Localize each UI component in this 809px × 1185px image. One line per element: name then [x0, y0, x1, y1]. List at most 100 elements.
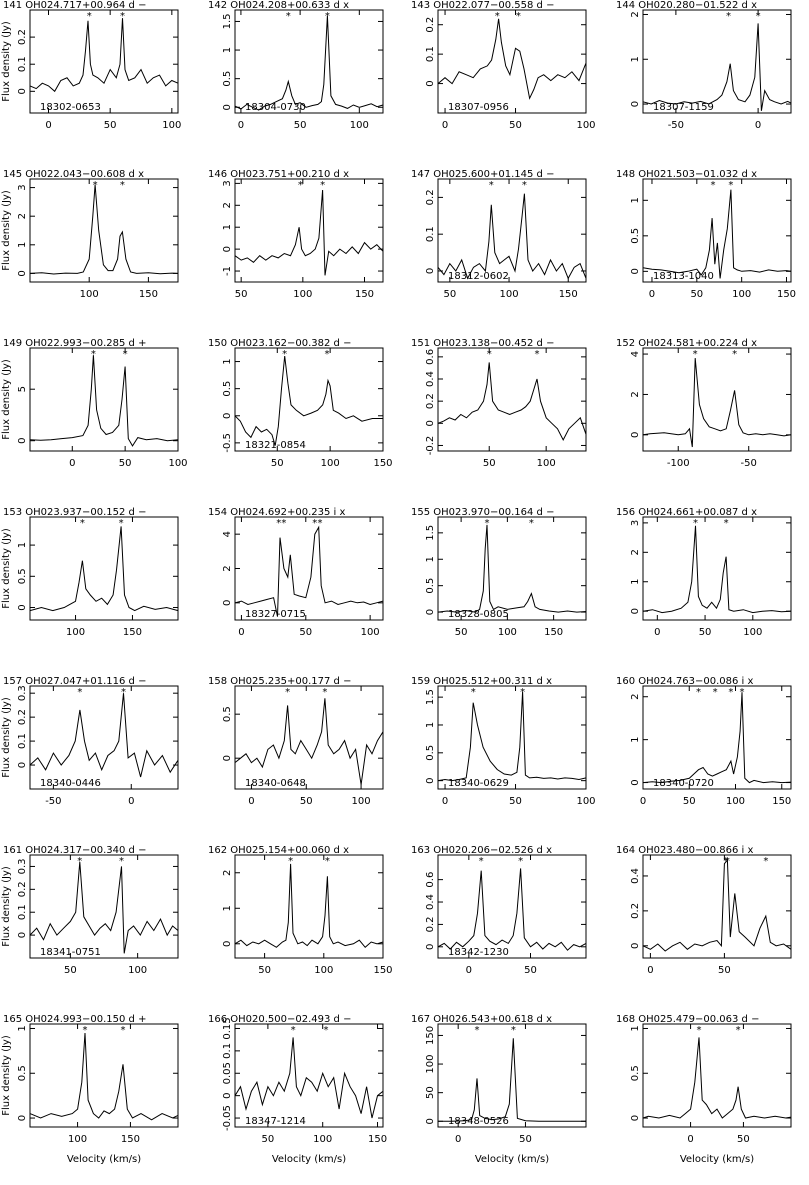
x-tick-label: 100 [498, 627, 517, 638]
x-tick-label: 0 [687, 1134, 693, 1145]
x-tick-label: 50 [104, 120, 117, 131]
x-tick-label: 100 [314, 965, 333, 976]
y-tick-label: 0 [222, 246, 233, 252]
x-tick-label: 100 [80, 289, 99, 300]
plot-frame [234, 347, 384, 452]
y-tick-label: 1 [630, 56, 641, 62]
peak-marker: * [495, 11, 500, 22]
y-tick-label: 0 [425, 268, 436, 274]
y-tick-label: 2 [630, 391, 641, 397]
panel-title: 163 OH020.206−02.526 d x [411, 845, 552, 856]
x-axis-label: Velocity (km/s) [272, 1154, 346, 1165]
x-tick-label: 50 [509, 120, 522, 131]
x-tick-label: 0 [442, 796, 448, 807]
peak-marker: * [487, 349, 492, 360]
panel-title: 157 OH027.047+01.116 d − [3, 676, 146, 687]
y-axis-label: Flux density (Jy) [1, 1035, 12, 1116]
plot-frame [234, 9, 384, 114]
peak-marker: * [728, 180, 733, 191]
panel-title: 144 OH020.280−01.522 d x [616, 0, 757, 11]
spectrum [437, 193, 587, 280]
source-name: 18307-0956 [448, 102, 509, 113]
plot-frame [29, 9, 179, 114]
x-tick-label: 150 [772, 796, 791, 807]
plot-frame [437, 178, 587, 283]
x-tick-label: 50 [443, 289, 456, 300]
plot-frame [29, 1023, 179, 1128]
y-tick-label: 0.1 [425, 226, 436, 242]
panel-title: 161 OH024.317−00.340 d − [3, 845, 146, 856]
x-tick-label: 50 [294, 120, 307, 131]
x-tick-label: 100 [168, 458, 187, 469]
y-tick-label: 0.2 [425, 393, 436, 409]
x-tick-label: 100 [162, 120, 181, 131]
peak-marker: * [511, 1025, 516, 1036]
x-tick-label: 50 [524, 965, 537, 976]
y-tick-label: 0 [17, 88, 28, 94]
peak-marker: * [119, 856, 124, 867]
peak-marker: * [520, 687, 525, 698]
spectrum [234, 15, 384, 111]
x-tick-label: 50 [483, 458, 496, 469]
peak-marker: * [710, 180, 715, 191]
panel-title: 162 OH025.154+00.060 d x [208, 845, 349, 856]
y-tick-label: 0.5 [630, 228, 641, 244]
y-tick-label: 1 [17, 242, 28, 248]
y-tick-label: -0.2 [425, 436, 436, 456]
x-tick-label: 50 [737, 1134, 750, 1145]
peak-marker: * [479, 856, 484, 867]
plot-frame [29, 178, 179, 283]
y-tick-label: 1.5 [425, 525, 436, 541]
x-tick-label: 0 [45, 120, 51, 131]
y-tick-label: 0.1 [17, 904, 28, 920]
peak-marker: * [123, 349, 128, 360]
peak-marker: * [120, 180, 125, 191]
panel-title: 146 OH023.751+00.210 d x [208, 169, 349, 180]
peak-marker: * [324, 349, 329, 360]
y-tick-label: 0.2 [17, 881, 28, 897]
plot-frame [29, 685, 179, 790]
spectrum [234, 698, 384, 785]
source-name: 18340-0720 [653, 778, 714, 789]
peak-marker: * [471, 687, 476, 698]
peak-marker: * [312, 518, 317, 529]
peak-marker: * [298, 180, 303, 191]
y-tick-label: 0 [630, 608, 641, 614]
x-tick-label: 50 [262, 1134, 275, 1145]
x-tick-label: 50 [299, 627, 312, 638]
y-tick-label: 0.2 [17, 709, 28, 725]
y-tick-label: 0.5 [222, 71, 233, 87]
x-tick-label: 150 [373, 458, 392, 469]
peak-marker: * [91, 349, 96, 360]
peak-marker: * [77, 687, 82, 698]
panel-title: 148 OH021.503−01.032 d x [616, 169, 757, 180]
y-tick-label: 0 [17, 438, 28, 444]
x-tick-label: 100 [313, 1134, 332, 1145]
y-tick-label: 0.5 [17, 568, 28, 584]
x-tick-label: 50 [455, 627, 468, 638]
x-tick-label: 100 [293, 289, 312, 300]
y-tick-label: 0.6 [425, 872, 436, 888]
panel-title: 164 OH023.480−00.866 i x [616, 845, 754, 856]
y-axis-label: Flux density (Jy) [1, 866, 12, 947]
peak-marker: * [535, 349, 540, 360]
spectrum [642, 1037, 792, 1119]
x-axis-label: Velocity (km/s) [680, 1154, 754, 1165]
y-tick-label: 2 [630, 549, 641, 555]
y-tick-label: 0 [425, 944, 436, 950]
y-tick-label: 2 [222, 202, 233, 208]
y-tick-label: -0.5 [222, 433, 233, 453]
y-tick-label: 1 [630, 197, 641, 203]
y-tick-label: 0 [425, 1118, 436, 1124]
peak-marker: * [77, 856, 82, 867]
y-tick-label: 1 [17, 1025, 28, 1031]
y-tick-label: 0 [630, 1115, 641, 1121]
panel-title: 152 OH024.581+00.224 d x [616, 338, 757, 349]
plot-frame [29, 854, 179, 959]
y-tick-label: 0.5 [425, 578, 436, 594]
y-tick-label: 0.4 [425, 371, 436, 387]
spectrum [234, 356, 383, 446]
y-tick-label: 0.2 [17, 29, 28, 45]
y-axis-label: Flux density (Jy) [1, 190, 12, 271]
spectrum [437, 524, 587, 613]
